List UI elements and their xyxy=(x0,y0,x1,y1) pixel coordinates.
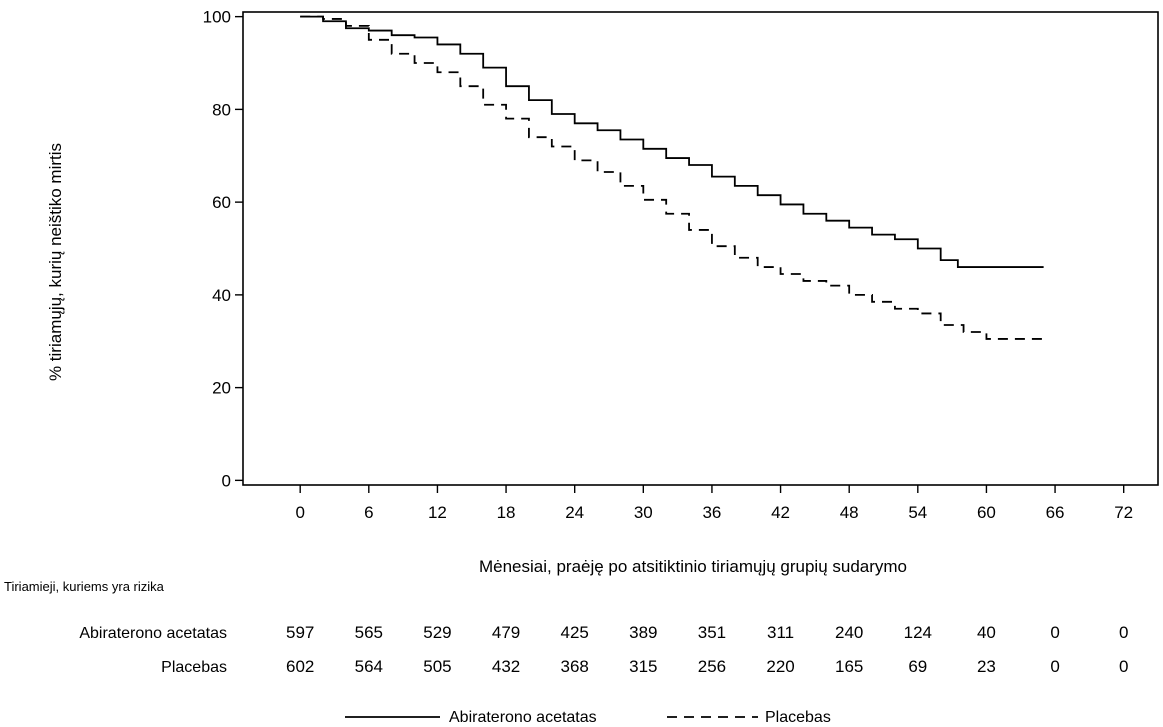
risk-value: 0 xyxy=(1050,623,1059,642)
series-line-placebo xyxy=(300,15,1045,342)
risk-value: 529 xyxy=(423,623,451,642)
risk-value: 315 xyxy=(629,657,657,676)
risk-value: 40 xyxy=(977,623,996,642)
risk-value: 0 xyxy=(1119,657,1128,676)
risk-table-title: Tiriamieji, kuriems yra rizika xyxy=(4,579,165,594)
risk-value: 602 xyxy=(286,657,314,676)
risk-value: 565 xyxy=(355,623,383,642)
risk-value: 564 xyxy=(355,657,383,676)
y-axis-label: % tiriamųjų, kurių neištiko mirtis xyxy=(46,143,65,381)
risk-value: 124 xyxy=(904,623,932,642)
x-tick-label: 36 xyxy=(702,503,721,522)
x-tick-label: 72 xyxy=(1114,503,1133,522)
y-tick-label: 40 xyxy=(212,286,231,305)
risk-value: 240 xyxy=(835,623,863,642)
risk-value: 165 xyxy=(835,657,863,676)
legend: Abiraterono acetatas Placebas xyxy=(345,709,831,726)
risk-row-label: Abiraterono acetatas xyxy=(79,625,227,642)
series-line-abiraterone xyxy=(300,15,1044,268)
risk-table: Abiraterono acetatas 597 565 529 479 425 389 35… xyxy=(79,623,1128,676)
x-tick-label: 0 xyxy=(295,503,304,522)
risk-value: 432 xyxy=(492,657,520,676)
risk-value: 256 xyxy=(698,657,726,676)
risk-value: 389 xyxy=(629,623,657,642)
x-tick-label: 30 xyxy=(634,503,653,522)
risk-value: 311 xyxy=(767,623,794,642)
risk-value: 425 xyxy=(561,623,589,642)
y-tick-label: 0 xyxy=(222,471,231,490)
x-tick-label: 60 xyxy=(977,503,996,522)
risk-value: 220 xyxy=(766,657,794,676)
x-axis-ticks: 0 6 12 18 24 30 36 42 48 54 60 66 72 xyxy=(295,485,1133,522)
y-tick-label: 80 xyxy=(212,100,231,119)
risk-row-label: Placebas xyxy=(161,659,227,676)
x-tick-label: 54 xyxy=(908,503,927,522)
risk-value: 0 xyxy=(1050,657,1059,676)
x-tick-label: 48 xyxy=(840,503,859,522)
y-tick-label: 100 xyxy=(203,8,231,27)
survival-curves xyxy=(300,15,1045,342)
risk-value: 597 xyxy=(286,623,314,642)
risk-value: 351 xyxy=(698,623,726,642)
x-tick-label: 24 xyxy=(565,503,584,522)
x-tick-label: 6 xyxy=(364,503,373,522)
x-tick-label: 12 xyxy=(428,503,447,522)
risk-value: 479 xyxy=(492,623,520,642)
risk-value: 69 xyxy=(908,657,927,676)
risk-value: 368 xyxy=(561,657,589,676)
y-tick-label: 60 xyxy=(212,193,231,212)
legend-label-abiraterone: Abiraterono acetatas xyxy=(449,709,597,726)
x-tick-label: 66 xyxy=(1046,503,1065,522)
x-tick-label: 42 xyxy=(771,503,790,522)
x-tick-label: 18 xyxy=(497,503,516,522)
x-axis-label: Mėnesiai, praėję po atsitiktinio tiriamų… xyxy=(479,557,907,576)
risk-value: 23 xyxy=(977,657,996,676)
risk-value: 0 xyxy=(1119,623,1128,642)
risk-value: 505 xyxy=(423,657,451,676)
y-tick-label: 20 xyxy=(212,379,231,398)
y-axis-ticks: 0 20 40 60 80 100 xyxy=(203,8,243,490)
legend-label-placebo: Placebas xyxy=(765,709,831,726)
plot-frame xyxy=(242,11,1159,486)
